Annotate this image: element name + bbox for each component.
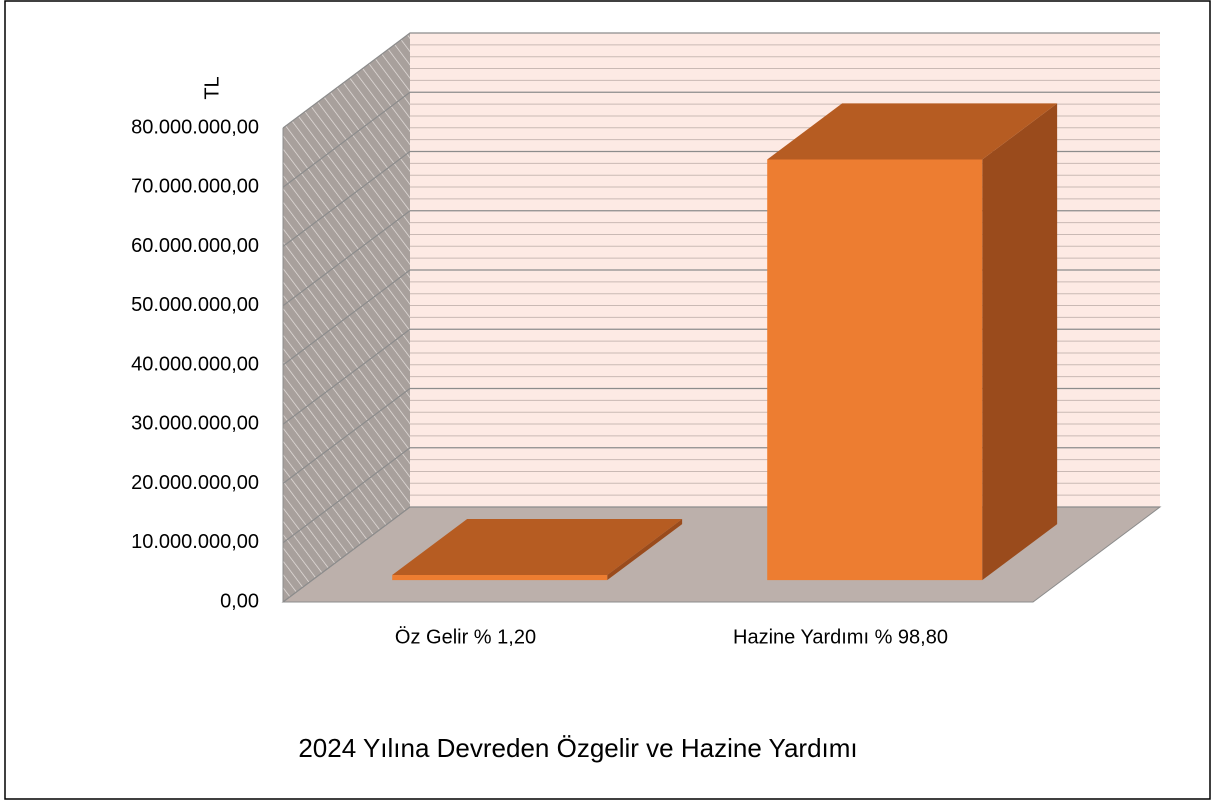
bar-top — [392, 518, 683, 576]
x-tick-label: Öz Gelir % 1,20 — [395, 626, 536, 648]
bar — [767, 159, 983, 581]
bar-side — [607, 518, 683, 581]
y-tick-label: 80.000.000,00 — [131, 116, 259, 138]
chart-title: 2024 Yılına Devreden Özgelir ve Hazine Y… — [298, 733, 857, 763]
y-tick-label: 50.000.000,00 — [131, 294, 259, 316]
bar-side — [982, 103, 1058, 581]
bar-top — [767, 103, 1058, 160]
plot-area: 0,00 10.000.000,00 20.000.000,00 30.000.000… — [131, 32, 1162, 648]
grid-line — [282, 91, 1160, 188]
y-tick-label: 30.000.000,00 — [131, 413, 259, 435]
y-tick-label: 20.000.000,00 — [131, 472, 259, 494]
y-axis-label: TL — [201, 76, 223, 99]
y-tick-label: 70.000.000,00 — [131, 176, 259, 198]
y-tick-label: 0,00 — [220, 590, 259, 612]
y-tick-label: 40.000.000,00 — [131, 353, 259, 375]
bar — [392, 575, 608, 581]
y-tick-label: 60.000.000,00 — [131, 235, 259, 257]
x-tick-label: Hazine Yardımı % 98,80 — [733, 626, 948, 648]
grid-line — [282, 32, 1160, 129]
y-tick-label: 10.000.000,00 — [131, 531, 259, 553]
